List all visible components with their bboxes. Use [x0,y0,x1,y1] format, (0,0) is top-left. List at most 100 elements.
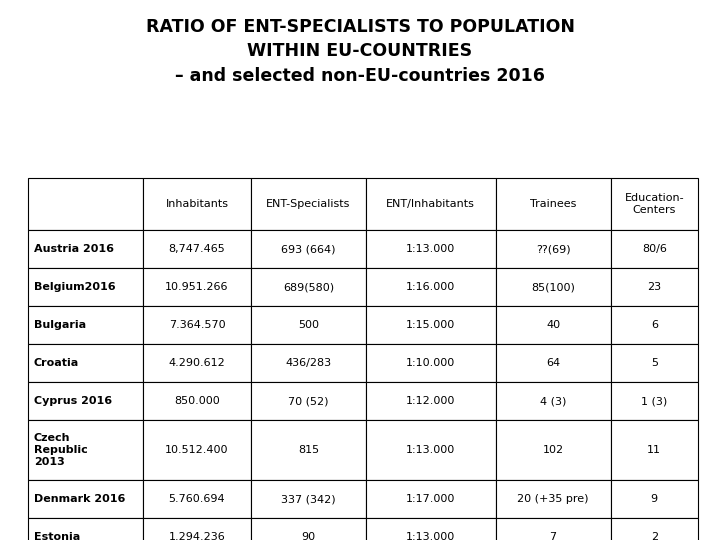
Bar [366,306,495,344]
Bar [143,344,251,382]
Bar [495,306,611,344]
Bar [366,480,495,518]
Text: 1:13.000: 1:13.000 [406,532,455,540]
Text: ENT/Inhabitants: ENT/Inhabitants [387,199,475,209]
Text: 4 (3): 4 (3) [540,396,566,406]
Bar [28,420,143,480]
Text: Denmark 2016: Denmark 2016 [34,494,125,504]
Text: 10.951.266: 10.951.266 [165,282,229,292]
Bar [366,518,495,540]
Text: Austria 2016: Austria 2016 [34,244,114,254]
Text: 850.000: 850.000 [174,396,220,406]
Text: Education-
Centers: Education- Centers [624,193,684,215]
Text: 10.512.400: 10.512.400 [165,445,229,455]
Bar [28,518,143,540]
Text: 689(580): 689(580) [283,282,334,292]
Text: 23: 23 [647,282,662,292]
Bar [28,306,143,344]
Text: 1:16.000: 1:16.000 [406,282,455,292]
Bar [611,480,698,518]
Bar [495,480,611,518]
Bar [366,268,495,306]
Text: 1 (3): 1 (3) [642,396,667,406]
Bar [28,480,143,518]
Bar [251,268,366,306]
Text: 40: 40 [546,320,560,330]
Bar [251,230,366,268]
Bar [251,382,366,420]
Bar [143,518,251,540]
Bar [28,382,143,420]
Text: 337 (342): 337 (342) [281,494,336,504]
Text: Trainees: Trainees [530,199,576,209]
Bar [611,382,698,420]
Text: 500: 500 [298,320,319,330]
Bar [611,518,698,540]
Text: ??(69): ??(69) [536,244,570,254]
Text: RATIO OF ENT-SPECIALISTS TO POPULATION
WITHIN EU-COUNTRIES
– and selected non-EU: RATIO OF ENT-SPECIALISTS TO POPULATION W… [145,18,575,85]
Bar [28,344,143,382]
Text: 102: 102 [542,445,564,455]
Bar [611,306,698,344]
Bar [143,306,251,344]
Bar [251,518,366,540]
Bar [251,344,366,382]
Text: Belgium2016: Belgium2016 [34,282,115,292]
Bar [495,518,611,540]
Text: 9: 9 [651,494,658,504]
Bar [495,420,611,480]
Bar [611,344,698,382]
Text: 11: 11 [647,445,661,455]
Text: 6: 6 [651,320,658,330]
Text: 4.290.612: 4.290.612 [168,358,225,368]
Bar [611,420,698,480]
Bar [251,178,366,230]
Text: 8,747.465: 8,747.465 [168,244,225,254]
Bar [611,230,698,268]
Text: Croatia: Croatia [34,358,79,368]
Text: 80/6: 80/6 [642,244,667,254]
Text: 20 (+35 pre): 20 (+35 pre) [518,494,589,504]
Text: 1:12.000: 1:12.000 [406,396,456,406]
Bar [28,178,143,230]
Bar [251,480,366,518]
Bar [143,480,251,518]
Text: 90: 90 [301,532,315,540]
Text: 436/283: 436/283 [285,358,331,368]
Bar [28,230,143,268]
Text: 70 (52): 70 (52) [288,396,328,406]
Bar [143,420,251,480]
Text: 693 (664): 693 (664) [281,244,336,254]
Text: Cyprus 2016: Cyprus 2016 [34,396,112,406]
Bar [143,382,251,420]
Bar [495,382,611,420]
Bar [495,268,611,306]
Text: 1:13.000: 1:13.000 [406,244,455,254]
Text: 2: 2 [651,532,658,540]
Bar [495,230,611,268]
Bar [143,268,251,306]
Bar [611,268,698,306]
Text: 1.294.236: 1.294.236 [168,532,225,540]
Text: 1:15.000: 1:15.000 [406,320,455,330]
Text: 1:10.000: 1:10.000 [406,358,455,368]
Text: 5.760.694: 5.760.694 [168,494,225,504]
Text: 815: 815 [298,445,319,455]
Bar [366,344,495,382]
Text: Czech
Republic
2013: Czech Republic 2013 [34,433,88,467]
Text: 1:13.000: 1:13.000 [406,445,455,455]
Text: 85(100): 85(100) [531,282,575,292]
Bar [366,382,495,420]
Text: Estonia: Estonia [34,532,80,540]
Bar [366,230,495,268]
Bar [251,420,366,480]
Text: 5: 5 [651,358,658,368]
Bar [495,344,611,382]
Bar [143,230,251,268]
Bar [495,178,611,230]
Text: 7: 7 [549,532,557,540]
Text: 7.364.570: 7.364.570 [168,320,225,330]
Bar [28,268,143,306]
Text: 1:17.000: 1:17.000 [406,494,456,504]
Bar [251,306,366,344]
